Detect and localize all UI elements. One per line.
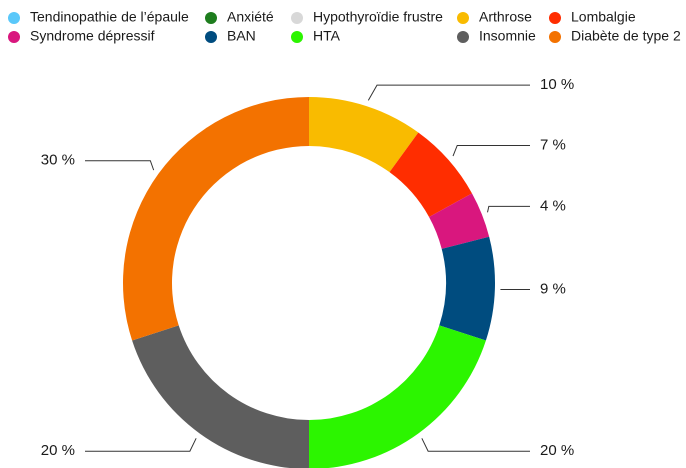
leader-line [85,438,197,452]
legend-swatch [549,31,561,43]
leader-line [85,160,155,171]
donut-segment [309,325,486,468]
legend-label: Diabète de type 2 [571,28,681,44]
value-label: 20 % [41,442,75,459]
donut-segment [122,97,309,341]
legend-label: HTA [313,28,341,44]
value-label: 7 % [540,136,566,153]
donut-segment [389,132,472,217]
value-label: 4 % [540,197,566,214]
legend-swatch [8,31,20,43]
legend-label: Syndrome dépressif [30,28,155,44]
leader-line [452,144,530,157]
legend-swatch [457,12,469,24]
legend-swatch [549,12,561,24]
value-label: 20 % [540,442,574,459]
value-label: 9 % [540,281,566,298]
donut-segment [309,97,419,173]
legend-swatch [291,12,303,24]
legend-label: Anxiété [227,9,274,25]
donut-segment [439,236,495,341]
legend-label: Hypothyroïdie frustre [313,9,443,25]
value-label: 10 % [540,76,574,93]
value-label: 30 % [41,152,75,169]
donut-segment [429,193,490,249]
legend-swatch [291,31,303,43]
legend-swatch [205,12,217,24]
leader-line [421,438,530,452]
leader-line [500,289,530,291]
legend-swatch [205,31,217,43]
legend-swatch [8,12,20,24]
legend-label: Tendinopathie de l’épaule [30,9,189,25]
legend-label: BAN [227,28,256,44]
legend-swatch [457,31,469,43]
legend-label: Arthrose [479,9,532,25]
donut-segment [132,325,309,468]
legend-label: Insomnie [479,28,536,44]
legend-label: Lombalgie [571,9,636,25]
leader-line [367,84,530,101]
leader-line [487,205,530,213]
